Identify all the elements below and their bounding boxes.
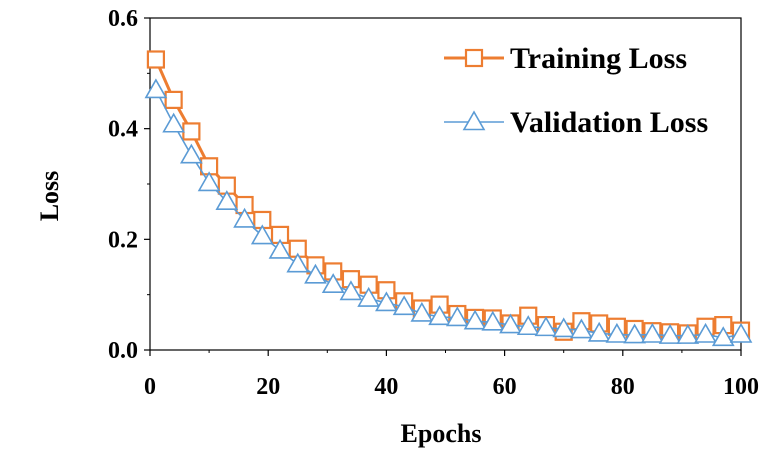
legend-marker — [464, 48, 484, 68]
x-tick-label: 0 — [144, 374, 156, 400]
y-tick-label: 0.0 — [108, 338, 138, 364]
data-point — [445, 306, 469, 327]
data-point — [197, 171, 221, 192]
legend: Training Loss Validation Loss — [444, 42, 708, 139]
data-point — [463, 309, 487, 330]
data-point — [146, 50, 166, 69]
legend-item: Validation Loss — [444, 106, 708, 139]
y-tick-label: 0.6 — [108, 6, 138, 32]
y-tick-label: 0.2 — [108, 227, 138, 253]
data-point — [233, 207, 256, 228]
data-point — [534, 316, 558, 337]
data-point — [481, 310, 505, 331]
data-point — [179, 143, 203, 164]
y-tick-label: 0.4 — [108, 117, 138, 143]
data-point — [304, 263, 327, 284]
data-point — [587, 321, 611, 342]
data-point — [658, 324, 682, 344]
data-point — [144, 78, 168, 99]
data-point — [162, 112, 186, 133]
data-point — [711, 326, 735, 347]
series-validation-loss — [144, 78, 753, 347]
data-point — [623, 323, 646, 344]
legend-item: Training Loss — [444, 42, 687, 75]
data-point — [570, 318, 593, 339]
data-point — [215, 190, 239, 211]
x-axis-title: Epochs — [401, 419, 482, 448]
x-tick-label: 80 — [611, 374, 635, 400]
y-axis-title: Loss — [35, 171, 64, 222]
data-point — [375, 291, 398, 312]
data-point — [286, 252, 310, 273]
plot-axes: 0.0 0.2 0.4 0.6 0 20 40 60 80 100 — [108, 6, 759, 400]
data-point — [694, 322, 717, 343]
data-point — [410, 301, 434, 322]
data-point — [392, 295, 416, 316]
data-point — [182, 122, 201, 141]
data-point — [552, 317, 576, 338]
data-point — [357, 286, 381, 307]
x-tick-label: 40 — [374, 374, 398, 400]
data-point — [729, 322, 753, 343]
data-point — [676, 324, 700, 344]
data-point — [250, 224, 274, 245]
legend-label: Validation Loss — [510, 106, 708, 139]
x-tick-label: 60 — [493, 374, 517, 400]
data-point — [321, 273, 345, 294]
legend-label: Training Loss — [510, 42, 687, 75]
legend-marker — [462, 110, 486, 131]
data-point — [164, 90, 183, 109]
series-training-loss — [146, 50, 751, 343]
data-point — [268, 238, 292, 259]
data-point — [499, 313, 522, 334]
data-point — [640, 322, 664, 343]
x-tick-label: 100 — [723, 374, 759, 400]
data-point — [339, 280, 363, 301]
data-point — [605, 322, 629, 343]
data-point — [516, 315, 540, 336]
series-layer — [144, 50, 753, 347]
x-tick-label: 20 — [256, 374, 280, 400]
data-point — [428, 305, 451, 326]
